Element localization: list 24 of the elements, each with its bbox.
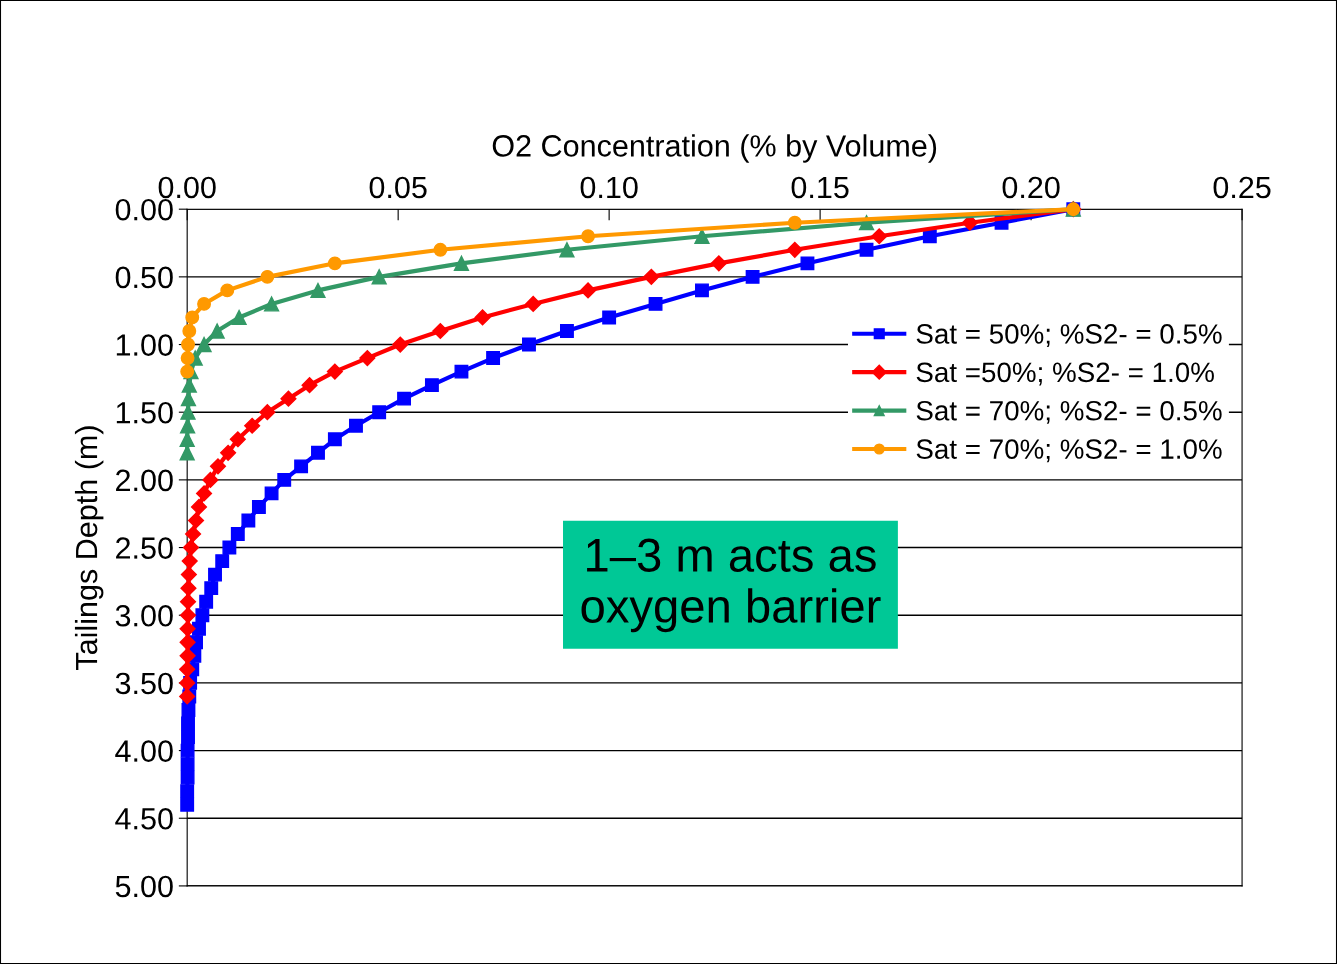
x-tick-label: 0.20 <box>1002 176 1060 199</box>
y-tick-label: 2.50 <box>116 537 173 559</box>
y-axis-title: Tailings Depth (m) <box>74 426 104 670</box>
legend-label: Sat = 50%; %S2- = 0.5% <box>916 324 1222 348</box>
legend-label: Sat = 70%; %S2- = 0.5% <box>916 400 1222 424</box>
y-tick-label: 3.00 <box>115 604 173 627</box>
legend-label: Sat =50%; %S2- = 1.0% <box>916 362 1214 386</box>
y-tick-label: 3.50 <box>115 672 173 695</box>
x-axis-title: O2 Concentration (% by Volume) <box>492 134 937 163</box>
y-tick-label: 0.00 <box>115 198 173 221</box>
x-tick-label: 0.10 <box>580 176 638 199</box>
legend-label: Sat = 70%; %S2- = 1.0% <box>916 439 1222 463</box>
annotation: 1–3 m acts as oxygen barrier <box>581 538 881 633</box>
y-tick-label: 4.50 <box>115 807 173 830</box>
y-tick-label: 1.50 <box>116 401 173 424</box>
y-tick-label: 0.50 <box>115 266 173 289</box>
y-tick-label: 4.00 <box>115 740 173 762</box>
y-tick-label: 5.00 <box>115 875 173 898</box>
y-tick-label: 2.00 <box>116 469 173 492</box>
x-tick-label: 0.25 <box>1213 176 1271 199</box>
x-tick-label: 0.05 <box>369 176 427 199</box>
x-tick-label: 0.00 <box>158 176 216 199</box>
x-tick-label: 0.15 <box>791 176 849 199</box>
y-tick-label: 1.00 <box>116 334 173 356</box>
